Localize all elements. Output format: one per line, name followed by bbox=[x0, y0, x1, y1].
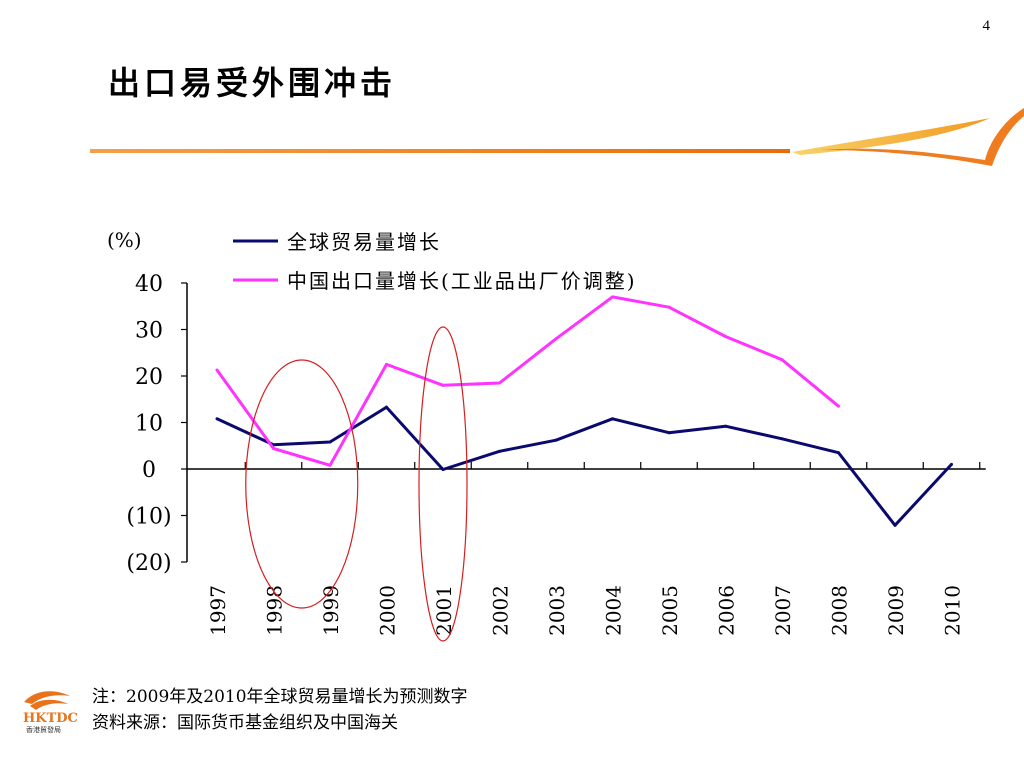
data-point bbox=[385, 405, 388, 409]
data-point bbox=[441, 467, 445, 471]
y-tick-label: 0 bbox=[142, 458, 156, 483]
series-line-china-exports bbox=[215, 295, 840, 467]
data-point bbox=[837, 451, 840, 455]
highlight-ellipse bbox=[245, 359, 359, 609]
data-point bbox=[215, 368, 219, 372]
data-source: 资料来源：国际货币基金组织及中国海关 bbox=[92, 713, 398, 733]
data-point bbox=[498, 449, 501, 453]
data-point bbox=[950, 462, 953, 466]
forecast-note: 注：2009年及2010年全球贸易量增长为预测数字 bbox=[92, 687, 468, 707]
title-underline-decoration bbox=[90, 108, 1024, 166]
data-point bbox=[554, 337, 558, 341]
legend-label-china: 中国出口量增长(工业品出厂价调整) bbox=[287, 269, 637, 293]
y-tick-label: 40 bbox=[135, 272, 163, 297]
slide-title: 出口易受外围冲击 bbox=[108, 64, 397, 102]
x-tick-label: 2010 bbox=[941, 585, 965, 636]
data-point bbox=[893, 523, 897, 527]
data-point bbox=[328, 440, 332, 444]
y-tick-label: 30 bbox=[135, 319, 163, 344]
data-point bbox=[667, 305, 671, 309]
x-tick-label: 2009 bbox=[884, 585, 908, 636]
page-number: 4 bbox=[982, 18, 991, 34]
data-point bbox=[611, 417, 614, 421]
data-point bbox=[780, 437, 784, 441]
y-tick-label: (20) bbox=[126, 551, 171, 576]
data-point bbox=[498, 381, 501, 385]
y-unit-label: (%) bbox=[107, 228, 142, 252]
x-tick-label: 2000 bbox=[376, 585, 400, 636]
data-point bbox=[554, 438, 558, 442]
x-tick-label: 2008 bbox=[828, 585, 852, 636]
data-point bbox=[441, 383, 445, 387]
data-point bbox=[780, 358, 784, 362]
data-point bbox=[272, 447, 275, 451]
x-tick-label: 2005 bbox=[658, 585, 682, 636]
x-tick-label: 2007 bbox=[771, 585, 795, 636]
y-tick-label: (10) bbox=[126, 505, 171, 530]
x-tick-label: 1999 bbox=[319, 585, 343, 636]
x-tick-label: 2006 bbox=[715, 585, 739, 636]
data-point bbox=[611, 295, 614, 299]
logo-text: HKTDC bbox=[23, 711, 78, 726]
x-tick-label: 1998 bbox=[263, 585, 287, 636]
data-point bbox=[724, 424, 727, 428]
y-tick-label: 20 bbox=[135, 365, 163, 390]
data-point bbox=[667, 431, 671, 435]
x-tick-label: 2001 bbox=[432, 585, 456, 636]
chart-notes: 注：2009年及2010年全球贸易量增长为预测数字 资料来源：国际货币基金组织及… bbox=[92, 684, 468, 736]
hktdc-logo: HKTDC 香港貿發局 bbox=[23, 691, 78, 734]
x-tick-label: 2004 bbox=[602, 585, 626, 636]
data-point bbox=[724, 334, 727, 338]
data-point bbox=[328, 463, 332, 467]
series-line-global-trade bbox=[216, 405, 953, 527]
data-point bbox=[385, 362, 388, 366]
logo-subtext: 香港貿發局 bbox=[26, 725, 61, 734]
y-tick-label: 10 bbox=[135, 412, 163, 437]
x-tick-label: 2002 bbox=[489, 585, 513, 636]
chart-legend: 全球贸易量增长 中国出口量增长(工业品出厂价调整) bbox=[233, 230, 637, 293]
x-tick-label: 1997 bbox=[206, 585, 230, 636]
data-point bbox=[837, 404, 840, 408]
legend-label-global: 全球贸易量增长 bbox=[287, 230, 441, 254]
highlight-ellipse bbox=[418, 326, 468, 642]
data-point bbox=[215, 417, 219, 421]
x-tick-label: 2003 bbox=[545, 585, 569, 636]
